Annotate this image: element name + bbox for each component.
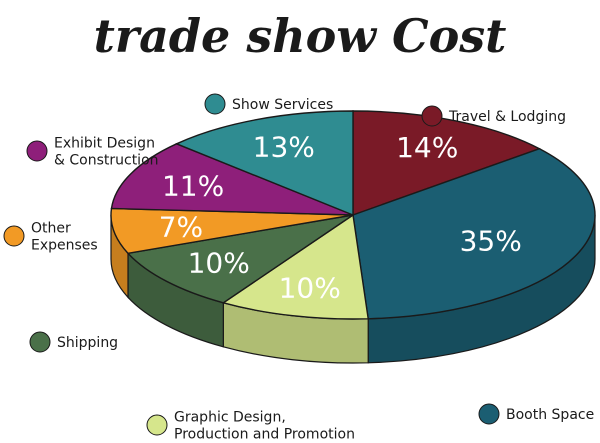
legend-swatch	[146, 414, 168, 436]
pie-slice-booth-space	[352, 147, 596, 320]
legend-label: Graphic Design,	[174, 410, 286, 426]
pie-slice-other-expenses	[110, 207, 354, 255]
legend-swatch	[421, 105, 443, 127]
slice-label-booth-space: 35%	[460, 225, 522, 258]
pie-top	[110, 110, 596, 320]
pie-slice-travel-and-lodging	[352, 110, 542, 216]
legend-label: Other	[31, 221, 71, 237]
legend-label: Show Services	[232, 97, 333, 113]
legend-label: & Construction	[54, 153, 159, 169]
legend-label: Production and Promotion	[174, 427, 355, 443]
legend: Show Services Travel & Lodging Exhibit Des…	[3, 93, 594, 443]
legend-item-show-services: Show Services	[204, 93, 333, 115]
legend-item-graphic-design-production-and-promotion: Graphic Design,Production and Promotion	[146, 410, 355, 443]
pie-slice-show-services	[174, 110, 354, 217]
legend-item-booth-space: Booth Space	[478, 403, 594, 425]
legend-label: Booth Space	[506, 407, 594, 423]
pie-slice-shipping	[126, 214, 354, 304]
slice-label-exhibit-design-and-construction: 11%	[162, 169, 224, 202]
slice-label-shipping: 10%	[188, 247, 250, 280]
legend-label: Shipping	[57, 335, 118, 351]
chart-title: trade show Cost	[94, 9, 507, 63]
slice-label-graphic-design-production-and-promotion: 10%	[279, 272, 341, 305]
slice-label-travel-and-lodging: 14%	[396, 131, 458, 164]
pie-slice-exhibit-design-and-construction	[110, 143, 354, 216]
legend-label: Expenses	[31, 238, 98, 254]
legend-item-exhibit-design-and-construction: Exhibit Design& Construction	[26, 136, 159, 169]
legend-swatch	[29, 331, 51, 353]
legend-swatch	[478, 403, 500, 425]
legend-item-shipping: Shipping	[29, 331, 118, 353]
legend-item-travel-and-lodging: Travel & Lodging	[421, 105, 566, 127]
legend-swatch	[204, 93, 226, 115]
slice-label-show-services: 13%	[253, 130, 315, 163]
legend-swatch	[26, 140, 48, 162]
legend-swatch	[3, 225, 25, 247]
pie-slice-graphic-design-production-and-promotion	[221, 213, 370, 320]
slice-label-other-expenses: 7%	[159, 211, 203, 244]
legend-label: Travel & Lodging	[448, 109, 566, 125]
legend-label: Exhibit Design	[54, 136, 155, 152]
